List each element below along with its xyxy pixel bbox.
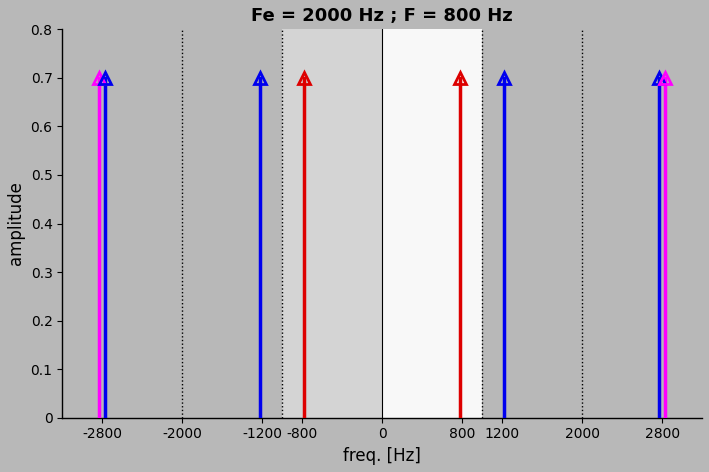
Title: Fe = 2000 Hz ; F = 800 Hz: Fe = 2000 Hz ; F = 800 Hz <box>251 7 513 25</box>
Y-axis label: amplitude: amplitude <box>7 182 25 265</box>
Bar <box>382 29 482 418</box>
Bar <box>282 29 382 418</box>
X-axis label: freq. [Hz]: freq. [Hz] <box>343 447 421 465</box>
